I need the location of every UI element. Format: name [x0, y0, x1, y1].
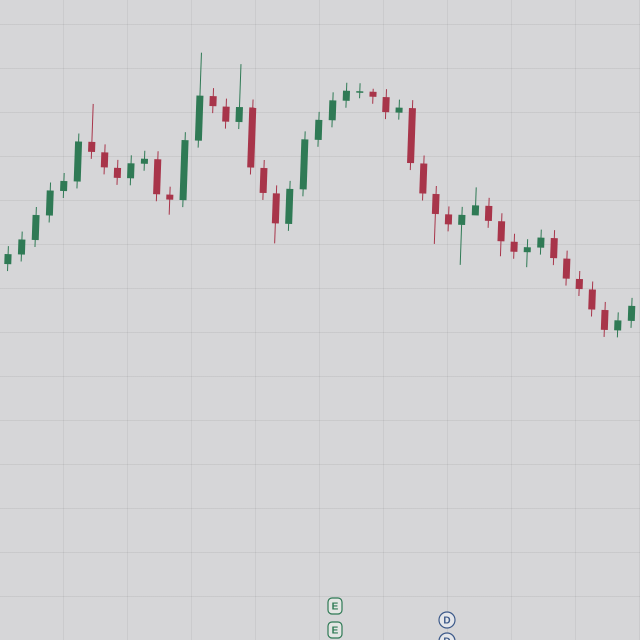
candle-body	[259, 167, 268, 194]
candle-body	[314, 119, 323, 140]
candle-body	[209, 96, 217, 107]
candle-body	[356, 91, 364, 93]
candle-body	[419, 163, 428, 194]
candle-body	[484, 205, 493, 221]
candle-body	[614, 320, 622, 331]
candle-body	[60, 180, 68, 192]
candle-body	[588, 289, 596, 310]
candle-wick	[359, 83, 361, 99]
candle-body	[127, 163, 135, 179]
candle-body	[179, 140, 189, 201]
event-label: E	[332, 602, 339, 613]
candle-body	[45, 190, 54, 216]
candle-body	[562, 258, 571, 279]
candle-body	[100, 152, 109, 168]
candle-body	[247, 107, 257, 168]
candle-body	[140, 158, 149, 164]
candle-body	[407, 107, 416, 164]
candle-body	[382, 97, 390, 113]
plot	[4, 52, 636, 338]
event-marker	[438, 611, 456, 629]
event-label: D	[443, 637, 450, 640]
candle-body	[73, 141, 83, 182]
candle-body	[194, 95, 204, 141]
candle-body	[342, 90, 351, 101]
candle-body	[369, 91, 377, 97]
event-marker	[438, 632, 456, 640]
candle-body	[166, 194, 174, 200]
candle-body	[458, 214, 466, 226]
event-marker	[327, 621, 343, 639]
candle-body	[537, 237, 545, 248]
candle-body	[153, 159, 162, 195]
candle-body	[600, 309, 609, 331]
candle-body	[31, 214, 40, 241]
candle-body	[113, 167, 122, 178]
candle-body	[444, 214, 453, 225]
candle-body	[627, 305, 636, 321]
candle-body	[550, 238, 558, 259]
candle-body	[497, 221, 506, 242]
candle-wick	[526, 239, 529, 268]
candle-body	[328, 100, 337, 121]
candle-body	[222, 106, 230, 122]
candle-body	[395, 107, 403, 113]
event-label: E	[332, 626, 339, 637]
candle-body	[431, 193, 440, 215]
candle-body	[510, 241, 518, 252]
candle-body	[88, 141, 96, 153]
candle-body	[17, 239, 26, 255]
event-marker	[327, 597, 343, 615]
candle-body	[285, 188, 294, 224]
candle-body	[4, 253, 12, 265]
candle-wick	[168, 186, 171, 215]
candle-body	[299, 139, 309, 190]
candle-body	[271, 193, 280, 224]
candle-body	[575, 278, 583, 290]
candle-body	[523, 247, 531, 253]
candle-body	[235, 106, 243, 123]
candle-body	[471, 205, 480, 216]
event-label: D	[443, 616, 450, 627]
